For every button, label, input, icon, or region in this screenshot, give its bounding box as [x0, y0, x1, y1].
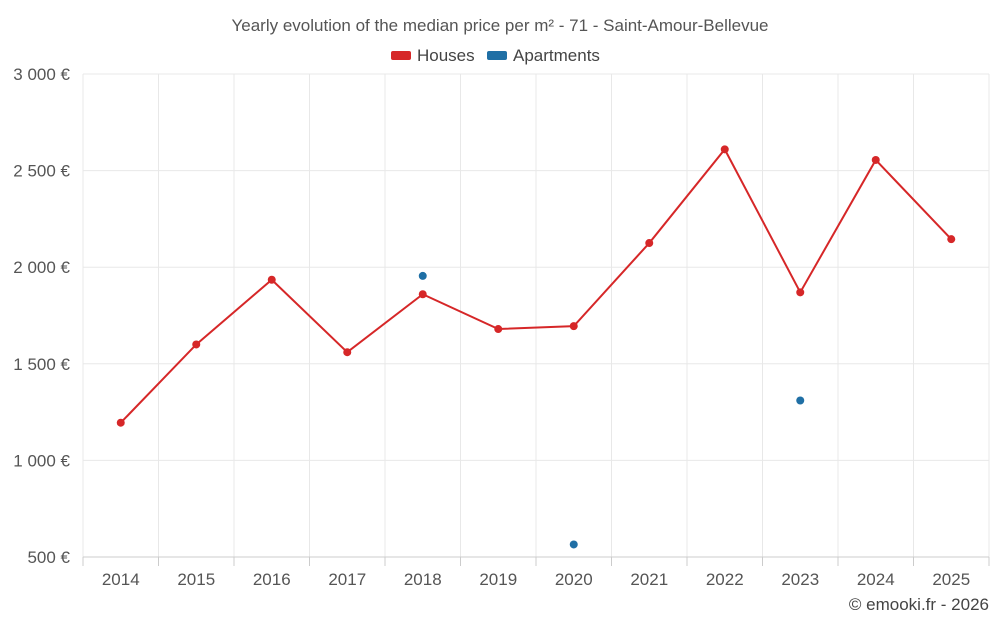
- data-point-houses-2020[interactable]: [569, 322, 578, 331]
- data-point-houses-2014[interactable]: [116, 418, 125, 427]
- data-point-houses-2018[interactable]: [418, 290, 427, 299]
- y-tick-label: 1 500 €: [13, 355, 70, 374]
- grid: [82, 73, 990, 558]
- y-tick-label: 2 000 €: [13, 258, 70, 277]
- data-point-houses-2022[interactable]: [720, 145, 729, 154]
- x-tick-label: 2025: [932, 570, 970, 589]
- x-tick-label: 2024: [857, 570, 895, 589]
- legend-item-houses[interactable]: Houses: [391, 46, 475, 65]
- y-tick-label: 3 000 €: [13, 65, 70, 84]
- x-tick-label: 2019: [479, 570, 517, 589]
- data-point-houses-2019[interactable]: [494, 325, 503, 334]
- data-point-houses-2023[interactable]: [796, 288, 805, 297]
- data-point-apartments-2023[interactable]: [796, 396, 805, 405]
- data-point-apartments-2018[interactable]: [418, 271, 427, 280]
- chart-title: Yearly evolution of the median price per…: [231, 16, 768, 35]
- y-tick-label: 2 500 €: [13, 162, 70, 181]
- axes: 500 € 1 000 € 1 500 € 2 000 € 2 500 € 3 000 €…: [13, 65, 990, 589]
- credit: © emooki.fr - 2026: [849, 595, 989, 614]
- legend: Houses Apartments: [391, 46, 600, 65]
- x-tick-label: 2018: [404, 570, 442, 589]
- data-point-houses-2016[interactable]: [267, 275, 276, 284]
- x-tick-label: 2015: [177, 570, 215, 589]
- legend-label-apartments: Apartments: [513, 46, 600, 65]
- data-point-houses-2021[interactable]: [645, 239, 654, 248]
- series-line-houses: [120, 147, 952, 424]
- legend-swatch-apartments: [487, 51, 507, 60]
- data-point-apartments-2020[interactable]: [569, 540, 578, 549]
- data-point-houses-2025[interactable]: [947, 235, 956, 244]
- x-tick-label: 2016: [253, 570, 291, 589]
- legend-swatch-houses: [391, 51, 411, 60]
- data-point-houses-2024[interactable]: [871, 155, 880, 164]
- y-tick-label: 1 000 €: [13, 451, 70, 470]
- x-tick-label: 2017: [328, 570, 366, 589]
- x-tick-label: 2014: [102, 570, 140, 589]
- data-point-houses-2017[interactable]: [343, 348, 352, 357]
- x-tick-label: 2021: [630, 570, 668, 589]
- y-tick-label: 500 €: [27, 548, 70, 567]
- legend-label-houses: Houses: [417, 46, 475, 65]
- x-tick-label: 2020: [555, 570, 593, 589]
- x-tick-label: 2022: [706, 570, 744, 589]
- x-tick-label: 2023: [781, 570, 819, 589]
- data-point-houses-2015[interactable]: [192, 340, 201, 349]
- legend-item-apartments[interactable]: Apartments: [487, 46, 600, 65]
- series: [116, 145, 956, 549]
